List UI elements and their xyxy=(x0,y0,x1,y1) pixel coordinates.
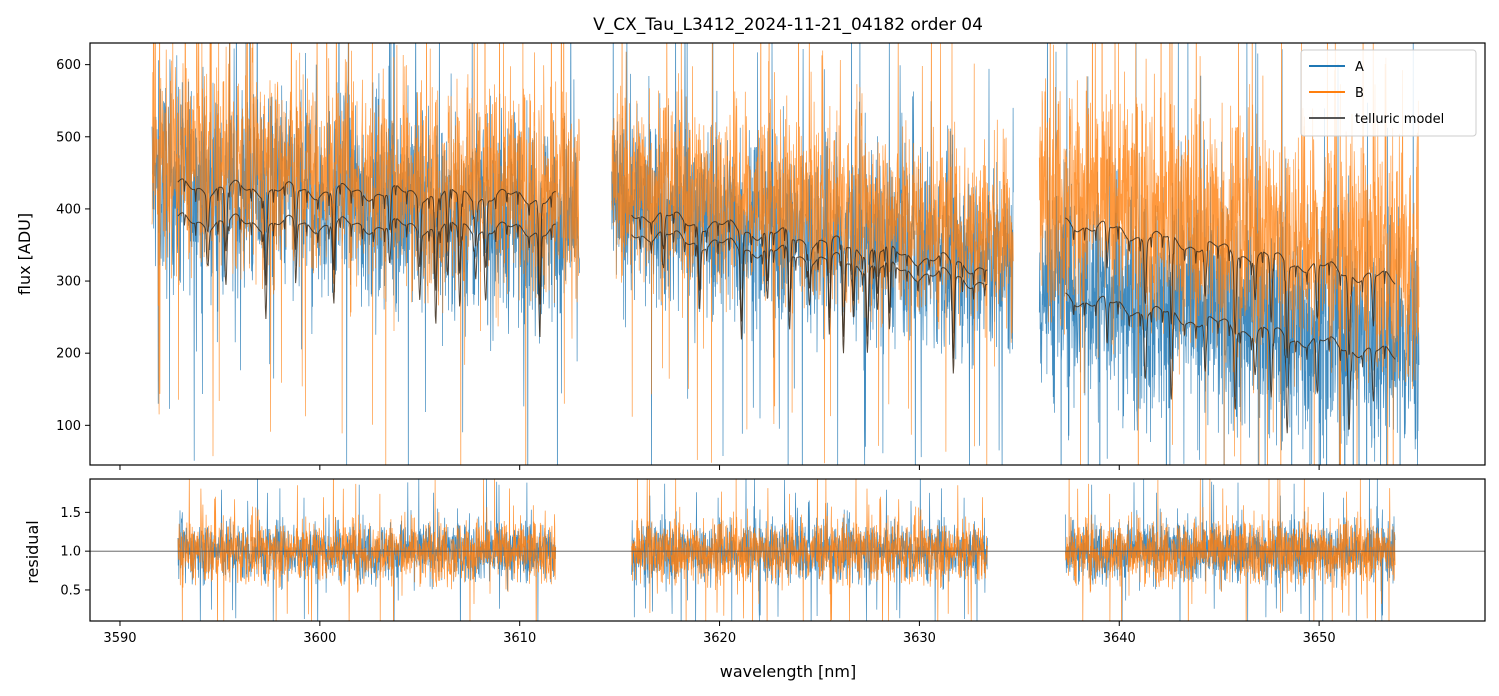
residual-series-b-segment xyxy=(631,479,988,621)
flux-series-b-segment xyxy=(151,43,580,465)
telluric-model-curve xyxy=(177,178,556,305)
legend-label-b: B xyxy=(1355,86,1364,101)
legend-box xyxy=(1300,49,1477,137)
flux-ytick-label: 300 xyxy=(56,275,81,290)
flux-series-b-segment xyxy=(611,43,1014,465)
telluric-model-curve xyxy=(1065,217,1396,359)
flux-ytick-label: 400 xyxy=(56,202,81,217)
residual-series-b-segment xyxy=(1064,479,1396,621)
residual-axes-frame xyxy=(89,478,1486,622)
telluric-model-curve xyxy=(177,212,556,338)
flux-ytick-label: 100 xyxy=(56,419,81,434)
flux-ytick-label: 500 xyxy=(56,130,81,145)
residual-xtick-label: 3640 xyxy=(1103,631,1136,646)
flux-panel: 100 200 300 400 500 600 flux [ADU] A B tellur… xyxy=(15,42,1486,470)
flux-y-label: flux [ADU] xyxy=(15,213,34,295)
residual-ytick-label: 1.0 xyxy=(60,545,81,560)
residual-y-ticks: 0.5 1.0 1.5 xyxy=(60,506,90,598)
legend-label-telluric: telluric model xyxy=(1355,112,1444,127)
residual-series-b-segment xyxy=(177,479,557,621)
x-axis-label: wavelength [nm] xyxy=(720,662,857,681)
residual-ytick-label: 1.5 xyxy=(60,506,81,521)
flux-ytick-label: 600 xyxy=(56,58,81,73)
residual-xtick-label: 3600 xyxy=(303,631,336,646)
flux-ytick-label: 200 xyxy=(56,347,81,362)
residual-xtick-label: 3620 xyxy=(703,631,736,646)
residual-panel: 0.5 1.0 1.5 3590 3600 3610 3620 3630 3640 3650 r… xyxy=(23,478,1486,681)
residual-plot-area xyxy=(90,479,1485,621)
telluric-model-curve xyxy=(1065,292,1396,434)
residual-xtick-label: 3650 xyxy=(1303,631,1336,646)
residual-xtick-label: 3630 xyxy=(903,631,936,646)
residual-xtick-label: 3610 xyxy=(503,631,536,646)
flux-x-ticks xyxy=(119,465,1320,470)
flux-axes-frame xyxy=(89,42,1486,466)
legend-label-a: A xyxy=(1355,60,1364,75)
telluric-model-curve xyxy=(631,230,988,374)
flux-plot-area xyxy=(151,43,1420,465)
flux-series-b-segment xyxy=(1038,43,1420,465)
flux-series-a-segment xyxy=(151,43,580,465)
residual-xtick-label: 3590 xyxy=(103,631,136,646)
residual-ytick-label: 0.5 xyxy=(60,583,81,598)
residual-x-ticks: 3590 3600 3610 3620 3630 3640 3650 xyxy=(103,621,1336,646)
residual-y-label: residual xyxy=(23,520,42,583)
flux-y-ticks: 100 200 300 400 500 600 xyxy=(56,58,90,434)
telluric-model-curve xyxy=(631,211,988,359)
chart-title: V_CX_Tau_L3412_2024-11-21_04182 order 04 xyxy=(593,15,983,35)
legend: A B telluric model xyxy=(1300,49,1477,137)
